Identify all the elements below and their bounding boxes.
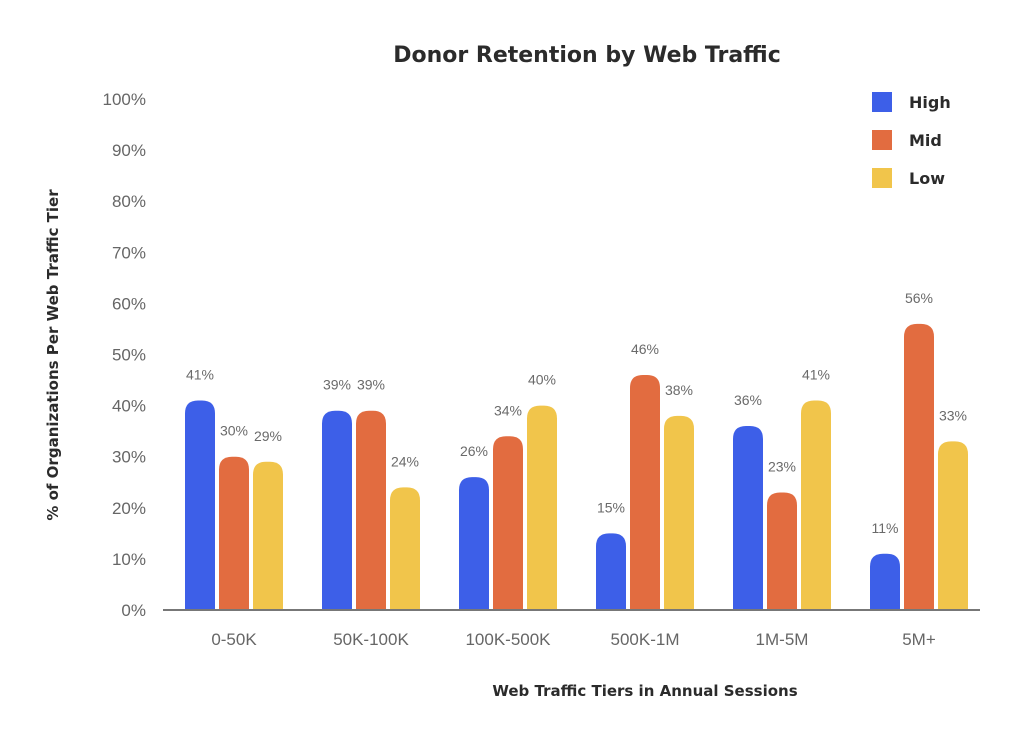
bar-mid-0	[219, 456, 249, 610]
data-label-low-2: 40%	[528, 372, 556, 388]
y-tick-label: 0%	[121, 601, 146, 620]
data-label-high-5: 11%	[872, 520, 899, 536]
legend-swatch-high	[872, 92, 892, 112]
y-tick-label: 50%	[112, 346, 146, 365]
bar-low-5	[938, 441, 968, 610]
data-label-high-2: 26%	[460, 443, 488, 459]
y-tick-label: 80%	[112, 192, 146, 211]
bar-low-1	[390, 487, 420, 610]
legend-swatch-low	[872, 168, 892, 188]
bar-high-1	[322, 410, 352, 610]
bar-high-0	[185, 400, 215, 610]
data-label-mid-3: 46%	[631, 341, 659, 357]
y-tick-label: 30%	[112, 448, 146, 467]
x-axis-title: Web Traffic Tiers in Annual Sessions	[492, 682, 797, 700]
legend: High Mid Low	[872, 92, 951, 188]
legend-swatch-mid	[872, 130, 892, 150]
bar-mid-4	[767, 492, 797, 610]
y-tick-label: 20%	[112, 499, 146, 518]
data-label-high-1: 39%	[323, 377, 351, 393]
bar-mid-2	[493, 436, 523, 610]
bar-low-4	[801, 400, 831, 610]
bar-low-2	[527, 405, 557, 610]
bar-high-2	[459, 477, 489, 610]
chart-title: Donor Retention by Web Traffic	[393, 43, 781, 68]
y-axis-ticks: 0% 10% 20% 30% 40% 50% 60% 70% 80% 90% 100%	[103, 90, 146, 620]
data-label-high-0: 41%	[186, 366, 214, 382]
bar-high-3	[596, 533, 626, 610]
bar-mid-1	[356, 410, 386, 610]
legend-label-low: Low	[909, 169, 945, 188]
x-tick-label: 500K-1M	[611, 630, 680, 649]
data-label-mid-2: 34%	[494, 402, 522, 418]
data-label-mid-5: 56%	[905, 290, 933, 306]
x-axis-ticks: 0-50K 50K-100K 100K-500K 500K-1M 1M-5M 5M+	[211, 630, 936, 649]
data-label-low-1: 24%	[391, 453, 419, 469]
x-tick-label: 100K-500K	[465, 630, 551, 649]
data-label-low-4: 41%	[802, 366, 830, 382]
bar-mid-5	[904, 323, 934, 610]
bar-high-5	[870, 553, 900, 610]
bars	[185, 323, 968, 610]
data-label-low-3: 38%	[665, 382, 693, 398]
x-tick-label: 0-50K	[211, 630, 257, 649]
x-tick-label: 1M-5M	[756, 630, 809, 649]
legend-label-high: High	[909, 93, 951, 112]
data-label-high-3: 15%	[597, 499, 625, 515]
y-tick-label: 100%	[103, 90, 146, 109]
bar-high-4	[733, 426, 763, 610]
y-tick-label: 10%	[112, 550, 146, 569]
data-label-mid-0: 30%	[220, 423, 248, 439]
y-axis-title: % of Organizations Per Web Traffic Tier	[44, 189, 62, 521]
data-label-low-5: 33%	[939, 407, 967, 423]
data-label-high-4: 36%	[734, 392, 762, 408]
bar-mid-3	[630, 374, 660, 610]
x-tick-label: 50K-100K	[333, 630, 409, 649]
y-tick-label: 40%	[112, 397, 146, 416]
y-tick-label: 70%	[112, 243, 146, 262]
y-tick-label: 90%	[112, 141, 146, 160]
data-label-mid-4: 23%	[768, 458, 796, 474]
data-labels: 41% 30% 29% 39% 39% 24% 26% 34% 40% 15% 46% 38% 36% 2…	[186, 290, 967, 536]
bar-low-0	[253, 461, 283, 610]
bar-low-3	[664, 415, 694, 610]
legend-label-mid: Mid	[909, 131, 942, 150]
y-tick-label: 60%	[112, 294, 146, 313]
x-tick-label: 5M+	[902, 630, 936, 649]
data-label-low-0: 29%	[254, 428, 282, 444]
data-label-mid-1: 39%	[357, 377, 385, 393]
